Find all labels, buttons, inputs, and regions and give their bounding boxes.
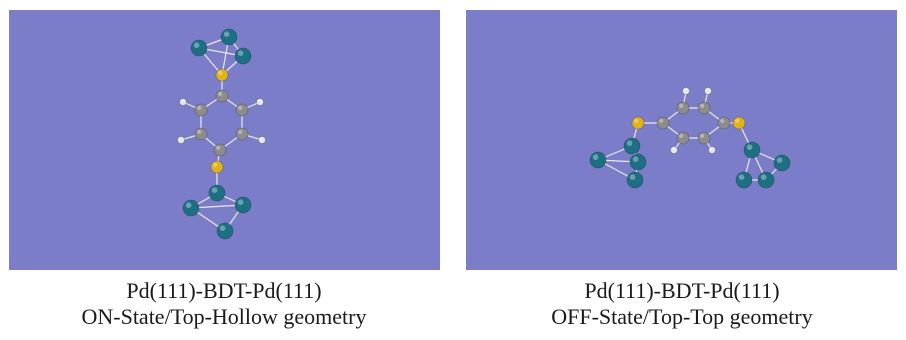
hydrogen-atom xyxy=(258,136,266,144)
atom-highlight xyxy=(626,140,633,146)
atom-highlight xyxy=(238,105,243,110)
palladium-atom xyxy=(589,151,607,169)
palladium-atom xyxy=(208,184,226,202)
atom-highlight xyxy=(238,129,243,134)
sulfur-atom xyxy=(732,116,746,130)
atom-highlight xyxy=(197,105,202,110)
atom-highlight xyxy=(760,174,767,180)
atom-highlight xyxy=(671,147,675,150)
palladium-atom xyxy=(629,153,647,171)
atom-highlight xyxy=(634,118,639,123)
atom-highlight xyxy=(237,50,244,56)
atom-highlight xyxy=(709,147,713,150)
hydrogen-atom xyxy=(177,136,185,144)
off-state-subtitle: OFF-State/Top-Top geometry xyxy=(551,304,813,329)
on-state-molecule-render xyxy=(9,10,440,270)
atom-highlight xyxy=(679,103,684,108)
atom-highlight xyxy=(178,137,182,140)
hydrogen-atom xyxy=(682,87,690,95)
atom-highlight xyxy=(700,133,705,138)
carbon-atom xyxy=(697,101,711,115)
atom-highlight xyxy=(592,154,599,160)
palladium-atom xyxy=(626,171,644,189)
atom-highlight xyxy=(629,174,636,180)
off-state-title: Pd(111)-BDT-Pd(111) xyxy=(584,278,780,303)
hydrogen-atom xyxy=(708,146,716,154)
carbon-atom xyxy=(697,131,711,145)
atom-highlight xyxy=(180,99,184,102)
atom-highlight xyxy=(683,88,687,91)
atom-highlight xyxy=(211,187,218,193)
bond xyxy=(190,204,244,209)
atom-highlight xyxy=(218,70,223,75)
atom-highlight xyxy=(213,162,218,167)
palladium-atom xyxy=(757,171,775,189)
off-state-molecule-panel xyxy=(466,10,897,270)
atom-highlight xyxy=(185,202,192,208)
palladium-atom xyxy=(182,199,200,217)
sulfur-atom xyxy=(215,68,229,82)
palladium-atom xyxy=(216,222,234,240)
carbon-atom xyxy=(235,127,249,141)
hydrogen-atom xyxy=(670,146,678,154)
hydrogen-atom xyxy=(256,98,264,106)
atom-highlight xyxy=(237,199,244,205)
atom-highlight xyxy=(219,225,226,231)
atom-highlight xyxy=(259,137,263,140)
carbon-atom xyxy=(656,116,670,130)
on-state-title: Pd(111)-BDT-Pd(111) xyxy=(126,278,322,303)
on-state-subtitle: ON-State/Top-Hollow geometry xyxy=(81,304,367,329)
sulfur-atom xyxy=(210,160,224,174)
palladium-atom xyxy=(234,47,252,65)
carbon-atom xyxy=(717,116,731,130)
palladium-atom xyxy=(773,154,791,172)
palladium-atom xyxy=(743,141,761,159)
on-state-molecule-panel xyxy=(9,10,440,270)
atom-highlight xyxy=(735,118,740,123)
carbon-atom xyxy=(194,127,208,141)
hydrogen-atom xyxy=(179,98,187,106)
atom-highlight xyxy=(197,129,202,134)
carbon-atom xyxy=(213,143,227,157)
carbon-atom xyxy=(194,103,208,117)
atom-highlight xyxy=(746,144,753,150)
atom-highlight xyxy=(257,99,261,102)
atom-highlight xyxy=(776,157,783,163)
atom-highlight xyxy=(193,42,200,48)
off-state-caption: Pd(111)-BDT-Pd(111) OFF-State/Top-Top ge… xyxy=(462,278,902,330)
carbon-atom xyxy=(235,103,249,117)
atom-highlight xyxy=(705,88,709,91)
sulfur-atom xyxy=(631,116,645,130)
atom-highlight xyxy=(218,91,223,96)
atom-highlight xyxy=(223,31,230,37)
atom-highlight xyxy=(720,118,725,123)
off-state-molecule-render xyxy=(466,10,897,270)
on-state-caption: Pd(111)-BDT-Pd(111) ON-State/Top-Hollow … xyxy=(4,278,444,330)
atom-highlight xyxy=(659,118,664,123)
atom-highlight xyxy=(216,145,221,150)
palladium-atom xyxy=(190,39,208,57)
palladium-atom xyxy=(234,196,252,214)
carbon-atom xyxy=(676,101,690,115)
atom-highlight xyxy=(700,103,705,108)
atom-highlight xyxy=(632,156,639,162)
palladium-atom xyxy=(220,28,238,46)
palladium-atom xyxy=(735,171,753,189)
hydrogen-atom xyxy=(704,87,712,95)
palladium-atom xyxy=(623,137,641,155)
carbon-atom xyxy=(215,89,229,103)
carbon-atom xyxy=(676,131,690,145)
atom-highlight xyxy=(679,133,684,138)
atom-highlight xyxy=(738,174,745,180)
